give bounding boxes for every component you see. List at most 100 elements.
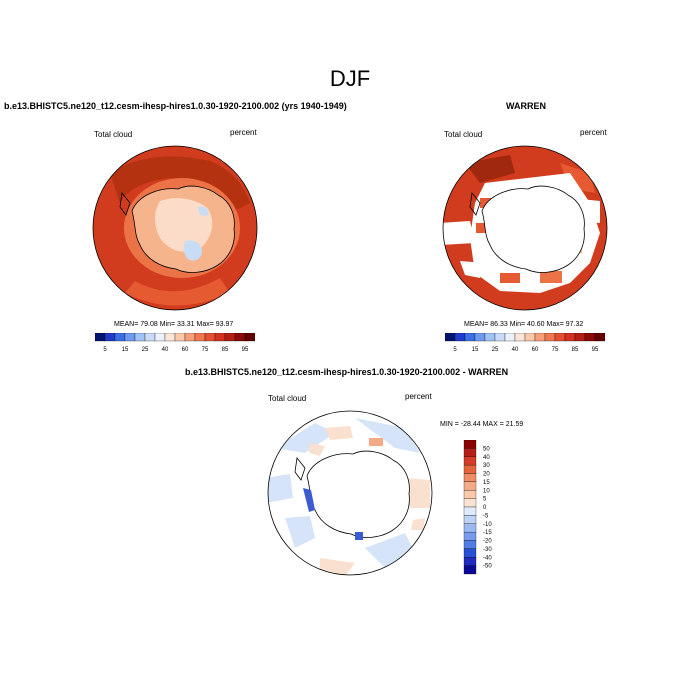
- panel-2-colorbar-tick-label: 40: [512, 347, 519, 353]
- panel-3-colorbar-tick-label: 30: [483, 463, 490, 469]
- panel-3-stats: MIN = -28.44 MAX = 21.59: [440, 421, 524, 428]
- panel-3-strong-negative-peninsula: [303, 488, 315, 512]
- panel-2-colorbar-swatch: [564, 333, 576, 342]
- panel-2-colorbar-tick-label: 25: [492, 347, 499, 353]
- panel-1-colorbar-swatch: [95, 333, 106, 342]
- panel-1-colorbar-swatch: [144, 333, 156, 342]
- panel-2-polar-map: [442, 145, 608, 311]
- panel-1-colorbar-tick-label: 25: [142, 347, 149, 353]
- panel-1-stats: MEAN= 79.08 Min= 33.31 Max= 93.97: [114, 321, 234, 328]
- panel-1-title: b.e13.BHISTC5.ne120_t12.cesm-ihesp-hires…: [4, 101, 347, 111]
- panel-2-colorbar-swatch: [464, 333, 476, 342]
- panel-3-polar-map: [267, 410, 433, 576]
- panel-2-colorbar-swatch: [554, 333, 566, 342]
- panel-2-colorbar: 5 15 25 40 60 75 85 95: [445, 333, 605, 353]
- panel-1-colorbar-swatch: [134, 333, 146, 342]
- panel-1-interior-blue: [183, 240, 202, 261]
- panel-3-colorbar-swatch: [463, 473, 477, 483]
- panel-2-colorbar-swatch: [594, 333, 605, 342]
- panel-3-colorbar-tick-label: -40: [483, 555, 492, 561]
- panel-3-colorbar-tick-label: 0: [483, 505, 487, 511]
- panel-1-colorbar-tick-label: 95: [242, 347, 249, 353]
- panel-1-colorbar-swatch: [194, 333, 206, 342]
- panel-3-colorbar-swatch: [463, 531, 477, 541]
- panel-3-colorbar-swatch: [463, 565, 477, 575]
- panel-3-colorbar-swatch: [463, 448, 477, 457]
- panel-3-title: b.e13.BHISTC5.ne120_t12.cesm-ihesp-hires…: [185, 367, 509, 377]
- panel-1-colorbar-swatch: [204, 333, 216, 342]
- panel-1-colorbar-swatch: [234, 333, 246, 342]
- panel-2-coastline: [481, 185, 585, 273]
- panel-3-colorbar-swatch: [463, 440, 477, 449]
- panel-1-colorbar-swatch: [174, 333, 186, 342]
- panel-3-colorbar-tick-label: -30: [483, 547, 492, 553]
- panel-2-colorbar-swatch: [454, 333, 466, 342]
- panel-1-colorbar-swatch: [164, 333, 176, 342]
- panel-3-colorbar-tick-label: 20: [483, 472, 490, 478]
- panel-2-colorbar-swatch: [514, 333, 526, 342]
- panel-3-colorbar-tick-label: 50: [483, 446, 490, 452]
- panel-3-coastline: [306, 450, 410, 538]
- panel-2-colorbar-tick-label: 15: [472, 347, 479, 353]
- panel-2-colorbar-swatch: [504, 333, 516, 342]
- panel-3-colorbar-swatch: [463, 464, 477, 474]
- panel-3-colorbar-swatch: [463, 548, 477, 558]
- panel-2-colorbar-tick-label: 75: [552, 347, 559, 353]
- panel-1-coastline: [119, 185, 235, 273]
- panel-3-colorbar-tick-label: -10: [483, 522, 492, 528]
- panel-2-stats: MEAN= 86.33 Min= 40.60 Max= 97.32: [464, 321, 584, 328]
- panel-2-colorbar-tick-label: 5: [453, 347, 457, 353]
- panel-3-colorbar-tick-label: -5: [483, 513, 489, 519]
- panel-1-colorbar-tick-label: 75: [202, 347, 209, 353]
- panel-1-colorbar-swatch: [114, 333, 126, 342]
- panel-2-colorbar-swatch: [544, 333, 556, 342]
- panel-3-colorbar-swatch: [463, 456, 477, 466]
- panel-3-colorbar-tick-label: 10: [483, 488, 490, 494]
- panel-2-colorbar-swatch: [474, 333, 486, 342]
- panel-3-colorbar-swatch: [463, 523, 477, 533]
- panel-2-units-label: percent: [580, 128, 607, 137]
- panel-2-colorbar-swatch: [584, 333, 596, 342]
- panel-2-colorbar-swatch: [484, 333, 496, 342]
- panel-2-colorbar-swatch: [445, 333, 456, 342]
- panel-1-colorbar-tick-label: 40: [162, 347, 169, 353]
- panel-2-colorbar-swatch: [524, 333, 536, 342]
- panel-1-interior-low: [155, 198, 213, 252]
- panel-1-colorbar-tick-label: 5: [103, 347, 107, 353]
- panel-1-light-band: [125, 278, 230, 306]
- panel-2-colorbar-tick-label: 85: [572, 347, 579, 353]
- panel-2-title: WARREN: [506, 101, 546, 111]
- panel-1-colorbar-tick-label: 15: [122, 347, 129, 353]
- panel-1-variable-label: Total cloud: [94, 130, 133, 139]
- panel-1-units-label: percent: [230, 128, 257, 137]
- panel-3-colorbar-swatch: [463, 515, 477, 524]
- panel-1-colorbar-swatch: [224, 333, 236, 342]
- panel-3-units-label: percent: [405, 392, 432, 401]
- panel-2-colorbar-tick-label: 60: [532, 347, 539, 353]
- panel-3-colorbar-swatch: [463, 490, 477, 499]
- panel-3-colorbar-tick-label: -15: [483, 530, 492, 536]
- panel-2-variable-label: Total cloud: [444, 130, 483, 139]
- panel-3-colorbar-tick-label: 40: [483, 455, 490, 461]
- page-title: DJF: [329, 66, 371, 91]
- panel-1-colorbar-tick-label: 85: [222, 347, 229, 353]
- panel-2-colorbar-swatch: [494, 333, 506, 342]
- panel-3-colorbar-tick-label: -50: [483, 564, 492, 570]
- panel-3-colorbar-swatch: [463, 557, 477, 566]
- panel-1-colorbar-swatch: [154, 333, 166, 342]
- panel-3-variable-label: Total cloud: [268, 394, 307, 403]
- panel-1-colorbar-swatch: [104, 333, 116, 342]
- panel-1-dark-band: [110, 156, 250, 213]
- panel-3-colorbar-tick-label: 5: [483, 497, 487, 503]
- panel-3-colorbar-swatch: [463, 506, 477, 516]
- panel-1-colorbar-tick-label: 60: [182, 347, 189, 353]
- panel-3-colorbar-tick-label: -20: [483, 539, 492, 545]
- panel-2-colorbar-swatch: [534, 333, 546, 342]
- panel-1-colorbar-swatch: [244, 333, 255, 342]
- panel-1-colorbar: 5 15 25 40 60 75 85 95: [95, 333, 255, 353]
- panel-3-colorbar-swatch: [463, 481, 477, 491]
- panel-1-colorbar-swatch: [184, 333, 196, 342]
- panel-1-colorbar-swatch: [124, 333, 136, 342]
- panel-2-colorbar-tick-label: 95: [592, 347, 599, 353]
